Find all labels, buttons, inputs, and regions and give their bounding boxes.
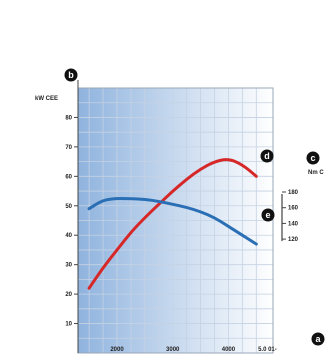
y-axis-label-left: kW CEE bbox=[35, 96, 58, 102]
badge-series-0-label: d bbox=[264, 151, 270, 161]
badge-x-axis bbox=[311, 332, 325, 346]
x-tick-label: 3000 bbox=[166, 347, 180, 353]
badge-y-axis-left-label: b bbox=[68, 70, 74, 80]
y-tick-label-left: 40 bbox=[65, 233, 72, 239]
x-tick-label: 2000 bbox=[110, 347, 124, 353]
y-tick-label-left: 70 bbox=[65, 145, 72, 151]
y-tick-label-left: 80 bbox=[65, 115, 72, 121]
y-axis-label-right: Nm C bbox=[308, 170, 324, 176]
badge-series-1-label: e bbox=[265, 210, 270, 220]
badge-y-axis-right bbox=[306, 151, 320, 165]
badge-series-0 bbox=[260, 149, 274, 163]
y-tick-label-left: 10 bbox=[65, 322, 72, 328]
y-tick-label-right: 180 bbox=[288, 190, 299, 196]
badge-y-axis-left bbox=[64, 68, 78, 82]
y-tick-label-right: 120 bbox=[288, 237, 299, 243]
y-axis-right: 120 140 160 180 bbox=[281, 190, 299, 243]
y-axis-left: 10 20 30 40 50 60 70 80 bbox=[65, 80, 79, 353]
y-tick-label-left: 20 bbox=[65, 292, 72, 298]
series-lines bbox=[87, 158, 258, 290]
series-line-0 bbox=[87, 158, 258, 290]
y-tick-label-right: 160 bbox=[288, 206, 299, 212]
y-tick-label-left: 50 bbox=[65, 204, 72, 210]
x-tick-label: 4000 bbox=[222, 347, 236, 353]
series-line-1 bbox=[87, 197, 258, 246]
badges: b c a d e bbox=[64, 68, 325, 346]
x-tick-label: 5.0 01- bbox=[258, 347, 277, 353]
y-tick-label-left: 60 bbox=[65, 174, 72, 180]
badge-y-axis-right-label: c bbox=[310, 153, 315, 163]
badge-series-1 bbox=[261, 208, 275, 222]
grid bbox=[77, 87, 274, 354]
badge-x-axis-label: a bbox=[315, 334, 321, 344]
y-tick-label-left: 30 bbox=[65, 263, 72, 269]
y-tick-label-right: 140 bbox=[288, 221, 299, 227]
x-axis: 2000 3000 4000 5.0 01- bbox=[110, 347, 276, 353]
